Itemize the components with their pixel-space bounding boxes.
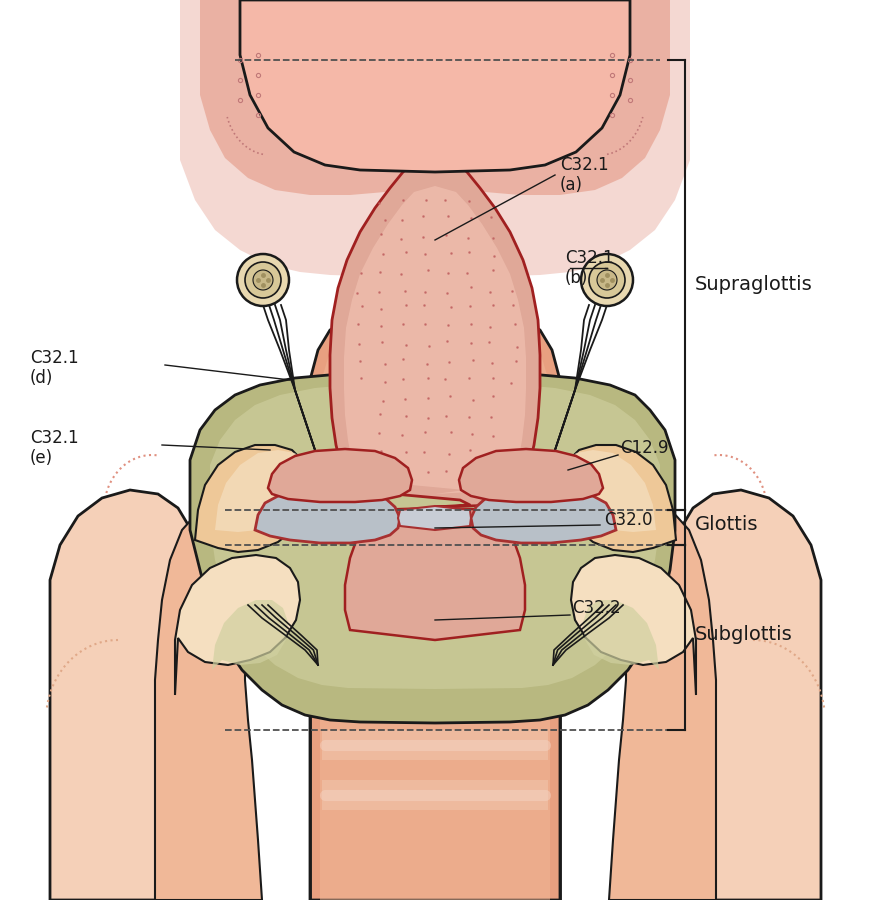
- Text: C32.0: C32.0: [604, 511, 652, 529]
- Polygon shape: [345, 508, 525, 640]
- Text: Supraglottis: Supraglottis: [695, 275, 813, 294]
- Polygon shape: [565, 450, 656, 532]
- Polygon shape: [471, 490, 616, 543]
- Text: (b): (b): [565, 269, 589, 287]
- Text: (d): (d): [30, 369, 53, 387]
- Polygon shape: [255, 490, 400, 543]
- Text: C32.1: C32.1: [30, 349, 78, 367]
- Polygon shape: [398, 506, 471, 530]
- Text: C12.9: C12.9: [620, 439, 669, 457]
- Polygon shape: [591, 498, 716, 900]
- Polygon shape: [322, 780, 548, 810]
- Polygon shape: [50, 664, 182, 900]
- Polygon shape: [563, 445, 676, 552]
- Polygon shape: [240, 0, 630, 172]
- Polygon shape: [215, 450, 306, 532]
- Ellipse shape: [597, 270, 617, 290]
- Polygon shape: [210, 382, 660, 689]
- Polygon shape: [320, 318, 550, 900]
- Polygon shape: [330, 155, 540, 507]
- Polygon shape: [310, 308, 560, 900]
- Text: C32.2: C32.2: [572, 599, 621, 617]
- Polygon shape: [322, 730, 548, 760]
- Text: (e): (e): [30, 449, 53, 467]
- Polygon shape: [689, 664, 821, 900]
- Ellipse shape: [581, 254, 633, 306]
- Text: Glottis: Glottis: [695, 516, 759, 535]
- Polygon shape: [322, 580, 548, 610]
- Polygon shape: [50, 490, 195, 900]
- Polygon shape: [212, 600, 288, 670]
- Polygon shape: [175, 555, 300, 695]
- Polygon shape: [671, 520, 821, 900]
- Polygon shape: [180, 0, 690, 278]
- Text: C32.1: C32.1: [560, 156, 609, 174]
- Polygon shape: [322, 630, 548, 660]
- Polygon shape: [190, 372, 675, 723]
- Polygon shape: [322, 680, 548, 710]
- Text: (a): (a): [560, 176, 583, 194]
- Ellipse shape: [237, 254, 289, 306]
- Text: C32.1: C32.1: [30, 429, 78, 447]
- Polygon shape: [583, 600, 659, 670]
- Polygon shape: [200, 0, 670, 195]
- Ellipse shape: [253, 270, 273, 290]
- Text: Subglottis: Subglottis: [695, 626, 793, 644]
- Polygon shape: [322, 535, 548, 565]
- Polygon shape: [195, 445, 308, 552]
- Polygon shape: [268, 449, 412, 502]
- Ellipse shape: [589, 262, 625, 298]
- Text: C32.1: C32.1: [565, 249, 614, 267]
- Ellipse shape: [245, 262, 281, 298]
- Polygon shape: [459, 449, 603, 502]
- Polygon shape: [344, 186, 526, 494]
- Polygon shape: [676, 490, 821, 900]
- Polygon shape: [50, 520, 200, 900]
- Polygon shape: [155, 498, 280, 900]
- Polygon shape: [571, 555, 696, 695]
